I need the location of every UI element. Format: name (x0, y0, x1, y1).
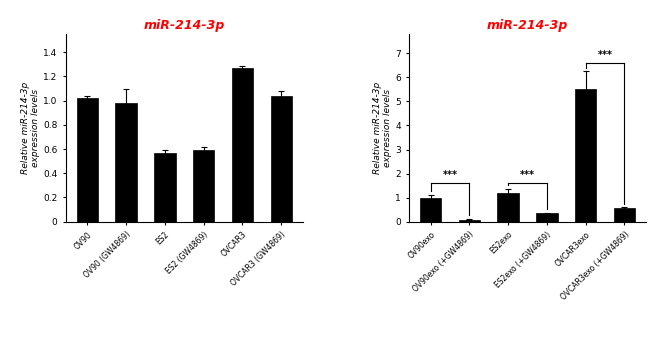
Bar (536, 213, 558, 222)
Text: ***: *** (442, 170, 457, 180)
Bar (575, 89, 596, 222)
Bar (76, 98, 98, 222)
Bar (193, 150, 214, 222)
Text: ***: *** (520, 170, 535, 180)
Bar (232, 68, 253, 222)
Y-axis label: Relative miR-214-3p
expression levels: Relative miR-214-3p expression levels (373, 82, 392, 174)
Bar (420, 197, 442, 222)
Title: miR-214-3p: miR-214-3p (487, 18, 568, 32)
Bar (115, 103, 137, 222)
Bar (270, 96, 292, 222)
Text: ***: *** (598, 50, 612, 60)
Bar (459, 220, 480, 222)
Title: miR-214-3p: miR-214-3p (144, 18, 225, 32)
Y-axis label: Relative miR-214-3p
expression levels: Relative miR-214-3p expression levels (21, 82, 40, 174)
Bar (154, 153, 175, 222)
Bar (614, 208, 635, 222)
Bar (498, 193, 519, 222)
